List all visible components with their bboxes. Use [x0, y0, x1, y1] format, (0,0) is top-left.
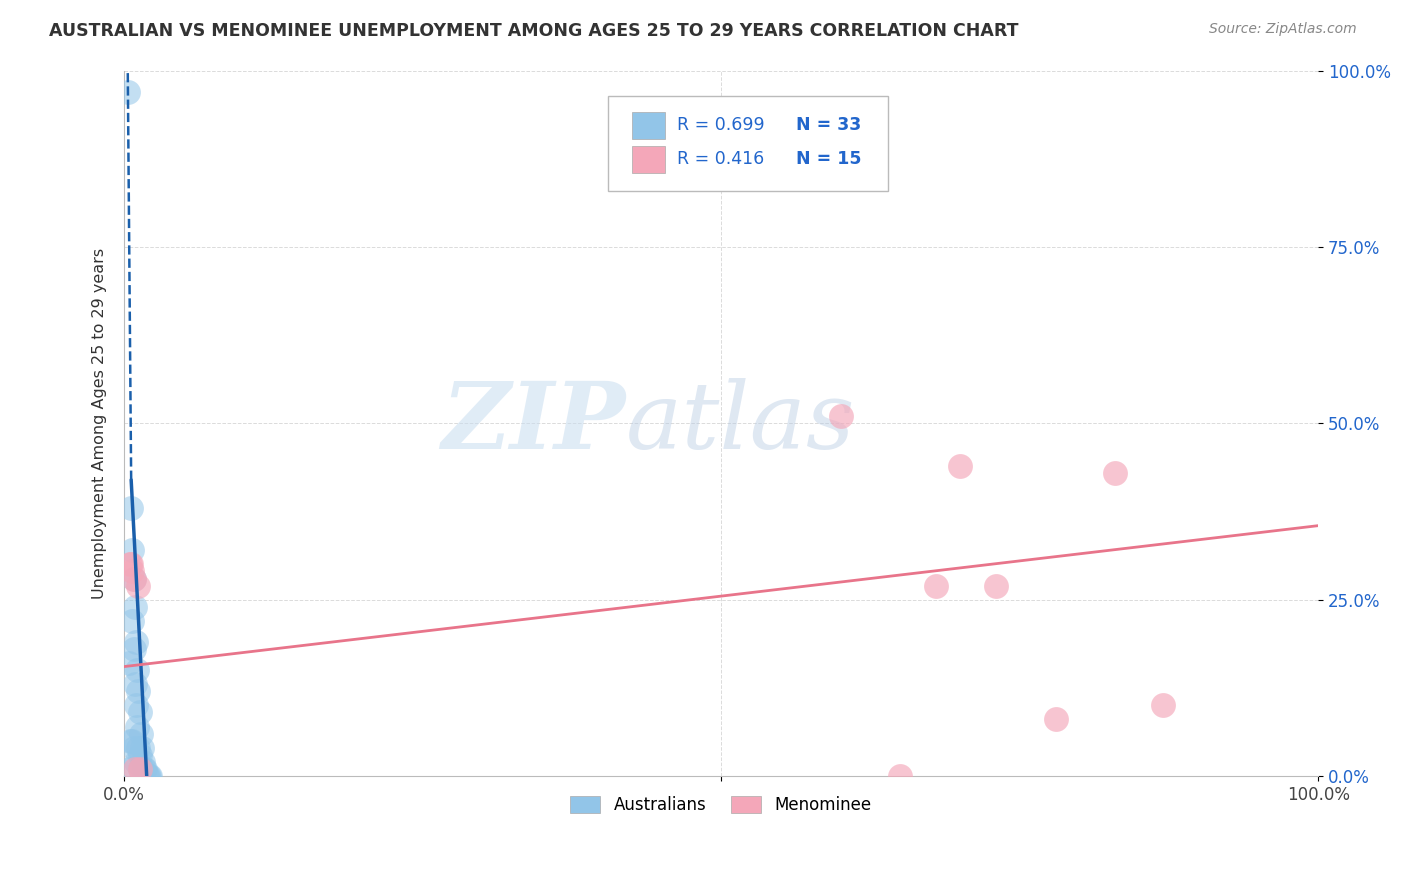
Text: R = 0.416: R = 0.416 [676, 150, 765, 169]
Point [118, 762, 141, 776]
Text: N = 15: N = 15 [796, 150, 862, 169]
Point [135, 769, 157, 783]
Point [121, 543, 143, 558]
Legend: Australians, Menominee: Australians, Menominee [564, 789, 879, 821]
Point [889, 769, 911, 783]
Point [128, 762, 150, 776]
Point [125, 755, 148, 769]
Point [124, 599, 146, 614]
Point [118, 656, 141, 670]
Text: AUSTRALIAN VS MENOMINEE UNEMPLOYMENT AMONG AGES 25 TO 29 YEARS CORRELATION CHART: AUSTRALIAN VS MENOMINEE UNEMPLOYMENT AMO… [49, 22, 1019, 40]
Point [125, 698, 148, 713]
Text: Source: ZipAtlas.com: Source: ZipAtlas.com [1209, 22, 1357, 37]
Point [118, 733, 141, 747]
Text: ZIP: ZIP [441, 378, 626, 468]
Point [120, 558, 142, 572]
Point [125, 635, 148, 649]
Point [127, 740, 149, 755]
Point [134, 762, 156, 776]
Point [127, 719, 149, 733]
Point [132, 755, 155, 769]
Point [120, 501, 142, 516]
Point [118, 558, 141, 572]
Point [127, 578, 149, 592]
Point [138, 769, 160, 783]
Point [127, 663, 149, 677]
Point [124, 762, 146, 776]
Point [1104, 466, 1126, 480]
Point [117, 85, 139, 99]
Point [136, 769, 159, 783]
Point [949, 458, 972, 473]
Point [127, 684, 149, 698]
Bar [631, 112, 665, 139]
Point [131, 740, 153, 755]
Point [984, 578, 1007, 592]
Point [131, 762, 153, 776]
Point [925, 578, 948, 592]
Point [121, 733, 143, 747]
Point [122, 572, 145, 586]
Y-axis label: Unemployment Among Ages 25 to 29 years: Unemployment Among Ages 25 to 29 years [93, 248, 107, 599]
Text: N = 33: N = 33 [796, 116, 862, 135]
Point [129, 726, 152, 740]
Point [1152, 698, 1174, 713]
Point [122, 642, 145, 657]
Text: R = 0.699: R = 0.699 [676, 116, 765, 135]
Point [122, 572, 145, 586]
Point [128, 762, 150, 776]
Point [128, 747, 150, 762]
Point [124, 677, 146, 691]
Point [121, 565, 143, 579]
Point [128, 706, 150, 720]
Text: atlas: atlas [626, 378, 855, 468]
Point [121, 614, 143, 628]
FancyBboxPatch shape [607, 95, 889, 191]
Bar [631, 145, 665, 172]
Point [830, 409, 852, 424]
Point [1045, 713, 1067, 727]
Point [122, 740, 145, 755]
Point [134, 762, 156, 776]
Point [139, 769, 162, 783]
